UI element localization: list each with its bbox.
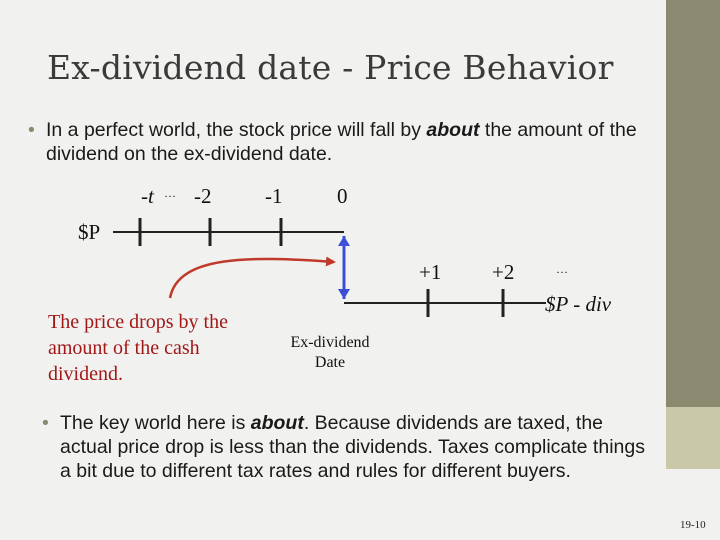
label-lower-price: $P - div <box>545 292 612 316</box>
label-neg2: -2 <box>194 184 212 208</box>
timeline-diagram <box>113 218 546 317</box>
slide-title: Ex-dividend date - Price Behavior <box>47 48 614 87</box>
bullet-text-before: The key world here is <box>60 412 251 434</box>
decorative-sidebar-bottom <box>666 469 720 540</box>
bullet-dot: • <box>28 119 35 141</box>
label-plus2: +2 <box>492 260 515 284</box>
bullet-emphasis: about <box>426 119 480 141</box>
bullet-text-before: In a perfect world, the stock price will… <box>46 119 427 141</box>
label-zero: 0 <box>337 184 348 208</box>
label-upper-ellipsis: … <box>164 186 176 200</box>
decorative-sidebar-accent <box>666 407 720 469</box>
bullet-key-word: • The key world here is about. Because d… <box>42 411 660 483</box>
price-drop-caption: The price drops by the amount of the cas… <box>48 311 228 385</box>
price-drop-curve-arrow <box>168 256 336 299</box>
ex-dividend-date-label: Ex-dividend Date <box>290 334 370 371</box>
label-upper-price: $P <box>78 220 100 245</box>
slide: Ex-dividend date - Price Behavior • In a… <box>28 48 666 483</box>
label-neg1: -1 <box>265 184 283 208</box>
bullet-text-after: . Because dividends are taxed, the actua… <box>60 412 645 482</box>
label-lower-ellipsis: … <box>556 262 568 276</box>
label-plus1: +1 <box>419 260 442 284</box>
bullet-emphasis: about <box>250 412 304 434</box>
bullet-perfect-world: • In a perfect world, the stock price wi… <box>28 118 666 166</box>
label-neg-t: -t <box>141 184 154 208</box>
bullet-dot: • <box>42 412 49 434</box>
bullet-text-after: the amount of the dividend on the ex-div… <box>46 119 637 165</box>
upper-price-text: $P <box>78 220 101 244</box>
page-number: 19-10 <box>680 519 706 531</box>
